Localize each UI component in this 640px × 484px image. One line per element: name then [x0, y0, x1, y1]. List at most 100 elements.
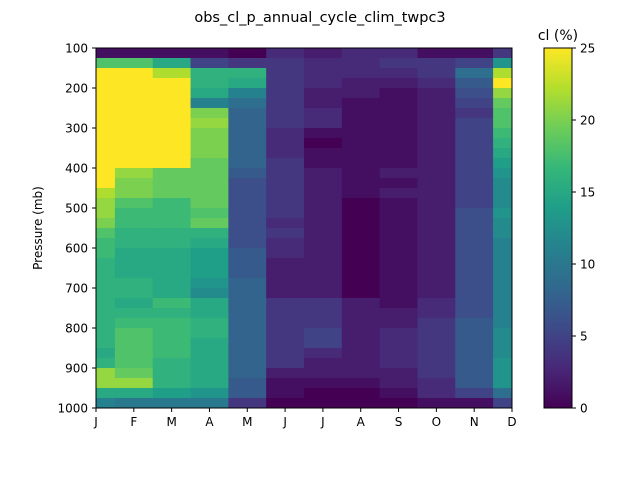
heatmap-cell: [455, 88, 494, 99]
heatmap-cell: [493, 338, 513, 349]
heatmap-cell: [379, 128, 418, 139]
heatmap-cell: [152, 108, 191, 119]
y-tick-label: 600: [65, 242, 88, 256]
heatmap-cell: [190, 168, 229, 179]
heatmap-cell: [228, 298, 267, 309]
heatmap-cell: [379, 298, 418, 309]
heatmap-cell: [417, 148, 456, 159]
heatmap-cell: [379, 328, 418, 339]
heatmap-cell: [96, 58, 116, 69]
x-tick-label: J: [282, 415, 287, 429]
y-axis-label: Pressure (mb): [31, 186, 45, 270]
x-tick-label: A: [357, 415, 366, 429]
heatmap-cell: [152, 178, 191, 189]
heatmap-cell: [304, 148, 343, 159]
heatmap-cell: [228, 358, 267, 369]
heatmap-cell: [379, 58, 418, 69]
heatmap-cell: [417, 138, 456, 149]
heatmap-cell: [455, 328, 494, 339]
heatmap-cell: [455, 98, 494, 109]
heatmap-cell: [266, 378, 305, 389]
heatmap-cell: [190, 298, 229, 309]
heatmap-cell: [96, 198, 116, 209]
heatmap-cell: [379, 268, 418, 279]
heatmap-cell: [417, 88, 456, 99]
heatmap-cell: [493, 228, 513, 239]
heatmap-cell: [266, 148, 305, 159]
heatmap-cell: [190, 158, 229, 169]
heatmap-cell: [341, 308, 381, 319]
heatmap-cell: [114, 308, 154, 319]
heatmap-cell: [96, 128, 116, 139]
heatmap-cell: [493, 218, 513, 229]
heatmap-cell: [455, 378, 494, 389]
heatmap-cell: [417, 248, 456, 259]
heatmap-cell: [379, 168, 418, 179]
heatmap-cell: [304, 298, 343, 309]
heatmap-cell: [379, 98, 418, 109]
heatmap-cell: [417, 348, 456, 359]
heatmap-cell: [114, 58, 154, 69]
heatmap-cell: [190, 138, 229, 149]
heatmap-cell: [417, 98, 456, 109]
heatmap-cell: [304, 88, 343, 99]
heatmap-cell: [455, 68, 494, 79]
heatmap-cell: [341, 58, 381, 69]
heatmap-cell: [417, 58, 456, 69]
heatmap-cell: [304, 248, 343, 259]
heatmap-cell: [190, 348, 229, 359]
heatmap-cell: [152, 308, 191, 319]
y-tick-label: 200: [65, 82, 88, 96]
heatmap-cell: [96, 88, 116, 99]
x-tick-label: J: [93, 415, 98, 429]
heatmap-cell: [96, 188, 116, 199]
heatmap-cell: [96, 78, 116, 89]
x-tick-label: M: [166, 415, 176, 429]
heatmap-cell: [190, 218, 229, 229]
heatmap-cell: [455, 358, 494, 369]
heatmap-cell: [304, 338, 343, 349]
heatmap-cell: [152, 268, 191, 279]
heatmap-cell: [379, 308, 418, 319]
heatmap-cell: [341, 298, 381, 309]
heatmap-cell: [96, 318, 116, 329]
heatmap-cell: [228, 78, 267, 89]
heatmap-cell: [493, 238, 513, 249]
heatmap-cell: [455, 198, 494, 209]
heatmap-cell: [493, 248, 513, 259]
heatmap-cell: [152, 138, 191, 149]
plot-frame: [95, 47, 513, 409]
heatmap-cell: [417, 318, 456, 329]
heatmap-cell: [228, 198, 267, 209]
heatmap-cell: [152, 348, 191, 359]
heatmap-cell: [152, 168, 191, 179]
heatmap-cell: [96, 218, 116, 229]
heatmap-cell: [266, 158, 305, 169]
heatmap-cell: [152, 78, 191, 89]
heatmap-cell: [114, 328, 154, 339]
heatmap-cell: [266, 388, 305, 399]
heatmap-cell: [96, 268, 116, 279]
heatmap-cell: [152, 118, 191, 129]
heatmap-cell: [96, 68, 116, 79]
heatmap-cell: [417, 168, 456, 179]
heatmap-cell: [96, 378, 116, 389]
heatmap-cell: [304, 308, 343, 319]
heatmap-cell: [304, 188, 343, 199]
x-tick-label: J: [320, 415, 325, 429]
heatmap-cell: [493, 188, 513, 199]
heatmap-cell: [152, 158, 191, 169]
heatmap-cell: [493, 348, 513, 359]
heatmap-cell: [417, 398, 456, 409]
heatmap-cell: [455, 188, 494, 199]
heatmap-cell: [152, 288, 191, 299]
heatmap-cell: [417, 298, 456, 309]
heatmap-cell: [417, 288, 456, 299]
heatmap-cell: [341, 98, 381, 109]
heatmap-cell: [266, 218, 305, 229]
heatmap-cell: [417, 228, 456, 239]
heatmap-cell: [152, 378, 191, 389]
heatmap-cell: [304, 358, 343, 369]
heatmap-cell: [228, 188, 267, 199]
